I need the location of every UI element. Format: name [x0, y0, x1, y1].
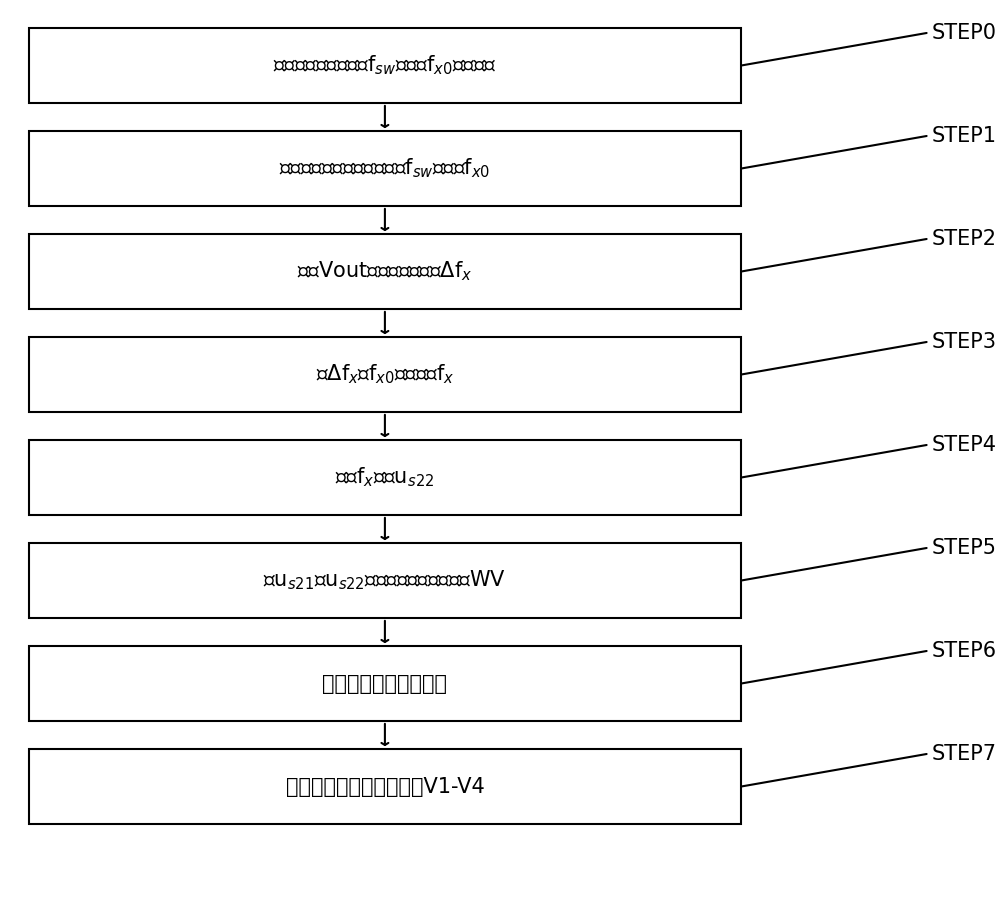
Text: STEP2: STEP2 — [931, 229, 996, 249]
Text: STEP3: STEP3 — [931, 332, 996, 352]
FancyBboxPatch shape — [29, 234, 741, 309]
Text: STEP5: STEP5 — [931, 538, 996, 558]
FancyBboxPatch shape — [29, 440, 741, 515]
FancyBboxPatch shape — [29, 131, 741, 206]
Text: 预先生成并存储多个f$_{sw}$与多个f$_{x0}$的映射集: 预先生成并存储多个f$_{sw}$与多个f$_{x0}$的映射集 — [273, 54, 497, 78]
Text: 根据f$_{x}$调节u$_{s22}$: 根据f$_{x}$调节u$_{s22}$ — [335, 466, 435, 489]
FancyBboxPatch shape — [29, 543, 741, 618]
Text: STEP1: STEP1 — [931, 126, 996, 146]
Text: 获取副边脉冲驱动信号: 获取副边脉冲驱动信号 — [322, 674, 447, 694]
Text: 将u$_{s21}$与u$_{s22}$拼接，构成副边调制波WV: 将u$_{s21}$与u$_{s22}$拼接，构成副边调制波WV — [263, 569, 506, 593]
Text: STEP6: STEP6 — [931, 641, 996, 661]
Text: 查询该映射集，获取与当前f$_{sw}$对应的f$_{x0}$: 查询该映射集，获取与当前f$_{sw}$对应的f$_{x0}$ — [279, 157, 491, 180]
FancyBboxPatch shape — [29, 646, 741, 721]
FancyBboxPatch shape — [29, 337, 741, 412]
Text: STEP0: STEP0 — [931, 23, 996, 43]
FancyBboxPatch shape — [29, 28, 741, 103]
Text: 以副边脉冲驱动信号驱动V1-V4: 以副边脉冲驱动信号驱动V1-V4 — [286, 776, 484, 796]
Text: STEP4: STEP4 — [931, 435, 996, 455]
Text: 以Δf$_{x}$与f$_{x0}$叠加作为f$_{x}$: 以Δf$_{x}$与f$_{x0}$叠加作为f$_{x}$ — [316, 362, 454, 386]
Text: STEP7: STEP7 — [931, 744, 996, 764]
FancyBboxPatch shape — [29, 749, 741, 824]
Text: 通过Vout闭环调节，生成Δf$_{x}$: 通过Vout闭环调节，生成Δf$_{x}$ — [297, 259, 473, 283]
